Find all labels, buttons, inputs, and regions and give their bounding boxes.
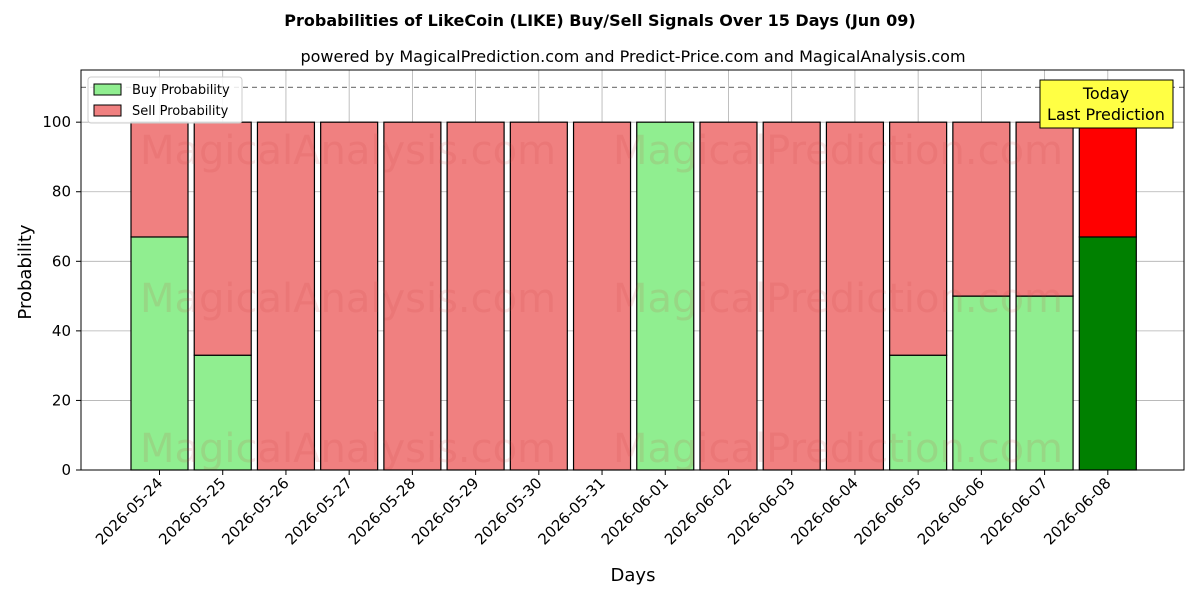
y-tick-label: 40: [52, 322, 71, 340]
watermark-layer: MagicalAnalysis.com MagicalPrediction.com…: [140, 128, 1063, 472]
y-axis-label: Probability: [15, 224, 36, 319]
sell-bar: [256, 121, 316, 471]
x-tick-label: 2026-06-03: [724, 474, 798, 548]
legend-label: Buy Probability: [132, 83, 230, 98]
y-tick-label: 60: [52, 252, 71, 270]
y-tick-label: 20: [52, 391, 71, 409]
x-tick-label: 2026-05-29: [408, 474, 482, 548]
watermark-text: MagicalPrediction.com: [613, 276, 1063, 322]
buy-bar: [130, 236, 189, 471]
sell-bar: [383, 121, 442, 471]
sell-bar: [320, 121, 379, 471]
annotation-box: [1039, 79, 1174, 129]
buy-bar: [1015, 295, 1074, 471]
x-tick-label: 2026-06-06: [914, 474, 988, 548]
buy-bar: [952, 295, 1011, 471]
x-tick-label: 2026-06-01: [598, 474, 672, 548]
y-tick-label: 80: [52, 183, 71, 201]
x-tick-label: 2026-06-08: [1040, 474, 1114, 548]
sell-bar: [1015, 121, 1074, 297]
legend-label: Sell Probability: [132, 104, 229, 119]
sell-bar: [193, 121, 252, 356]
sell-bar: [446, 121, 505, 471]
x-axis-label: Days: [611, 565, 656, 586]
chart-title: Probabilities of LikeCoin (LIKE) Buy/Sel…: [284, 11, 915, 30]
plot-frame: [80, 69, 1185, 471]
annotation-line-2: Last Prediction: [1047, 105, 1165, 124]
buy-bar: [636, 121, 695, 471]
watermark-text: MagicalAnalysis.com: [140, 426, 556, 472]
x-tick-label: 2026-05-24: [92, 474, 166, 548]
x-tick-label: 2026-06-07: [977, 474, 1051, 548]
sell-bar: [572, 121, 632, 471]
today-annotation: Today Last Prediction: [1039, 79, 1174, 129]
x-tick-label: 2026-06-05: [851, 474, 925, 548]
legend-swatch: [93, 83, 122, 96]
x-tick-label: 2026-05-25: [155, 474, 229, 548]
y-tick-label: 100: [42, 113, 71, 131]
annotation-line-1: Today: [1082, 84, 1129, 103]
sell-bar: [130, 121, 189, 238]
legend: Buy Probability Sell Probability: [87, 76, 243, 124]
y-tick-label: 0: [61, 461, 71, 479]
watermark-text: MagicalPrediction.com: [613, 426, 1063, 472]
sell-bar: [1078, 121, 1137, 238]
x-tick-label: 2026-05-28: [345, 474, 419, 548]
sell-bar: [952, 121, 1011, 297]
legend-box: [87, 76, 243, 124]
x-tick-label: 2026-06-02: [661, 474, 735, 548]
x-tick-label: 2026-05-26: [218, 474, 292, 548]
legend-swatch: [93, 104, 122, 117]
buy-bar: [1078, 236, 1137, 471]
x-tick-label: 2026-05-31: [534, 474, 608, 548]
sell-bar: [509, 121, 568, 471]
sell-bar: [889, 121, 948, 356]
x-tick-label: 2026-05-30: [471, 474, 545, 548]
watermark-text: MagicalAnalysis.com: [140, 128, 556, 174]
bars-layer: [130, 121, 1137, 471]
x-tick-label: 2026-05-27: [282, 474, 356, 548]
sell-bar: [762, 121, 821, 471]
x-tick-label: 2026-06-04: [787, 474, 861, 548]
sell-bar: [699, 121, 758, 471]
watermark-text: MagicalPrediction.com: [613, 128, 1063, 174]
buy-bar: [193, 354, 252, 471]
chart-subtitle: powered by MagicalPrediction.com and Pre…: [300, 47, 965, 66]
watermark-text: MagicalAnalysis.com: [140, 276, 556, 322]
